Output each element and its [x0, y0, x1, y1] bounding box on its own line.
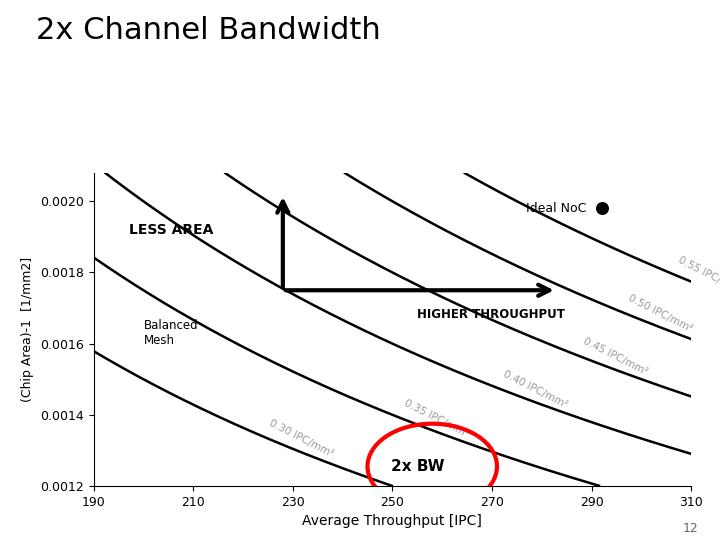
Text: HIGHER THROUGHPUT: HIGHER THROUGHPUT — [418, 308, 565, 321]
Text: 0.50 IPC/mm²: 0.50 IPC/mm² — [626, 293, 694, 334]
Y-axis label: (Chip Area)-1  [1/mm2]: (Chip Area)-1 [1/mm2] — [22, 257, 35, 402]
Text: 0.40 IPC/mm²: 0.40 IPC/mm² — [502, 369, 570, 410]
Text: LESS AREA: LESS AREA — [129, 222, 213, 237]
Text: 0.55 IPC/mm²: 0.55 IPC/mm² — [676, 255, 720, 296]
Text: 2x Channel Bandwidth: 2x Channel Bandwidth — [36, 16, 381, 45]
Point — [596, 204, 608, 213]
Text: 0.45 IPC/mm²: 0.45 IPC/mm² — [582, 336, 649, 377]
Text: 12: 12 — [683, 522, 698, 535]
Text: Balanced
Mesh: Balanced Mesh — [143, 319, 198, 347]
Text: 0.35 IPC/mm²: 0.35 IPC/mm² — [402, 398, 470, 440]
X-axis label: Average Throughput [IPC]: Average Throughput [IPC] — [302, 514, 482, 528]
Text: Ideal NoC: Ideal NoC — [526, 202, 587, 215]
Text: 0.30 IPC/mm²: 0.30 IPC/mm² — [268, 418, 336, 459]
Text: 2x BW: 2x BW — [390, 459, 444, 474]
